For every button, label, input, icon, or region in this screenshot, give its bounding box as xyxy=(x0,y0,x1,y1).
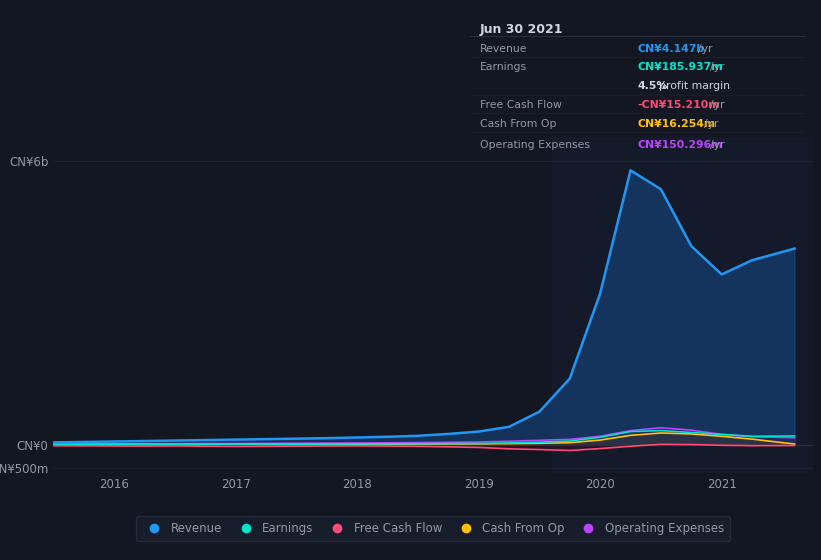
Text: /yr: /yr xyxy=(698,44,713,54)
Text: Earnings: Earnings xyxy=(479,62,527,72)
Text: /yr: /yr xyxy=(710,141,725,150)
Text: Free Cash Flow: Free Cash Flow xyxy=(479,100,562,110)
Text: 4.5%: 4.5% xyxy=(637,81,667,91)
Text: CN¥185.937m: CN¥185.937m xyxy=(637,62,722,72)
Legend: Revenue, Earnings, Free Cash Flow, Cash From Op, Operating Expenses: Revenue, Earnings, Free Cash Flow, Cash … xyxy=(136,516,730,541)
Text: CN¥4.147b: CN¥4.147b xyxy=(637,44,704,54)
Text: Operating Expenses: Operating Expenses xyxy=(479,141,589,150)
Text: profit margin: profit margin xyxy=(659,81,730,91)
Text: CN¥16.254m: CN¥16.254m xyxy=(637,119,715,129)
Text: Cash From Op: Cash From Op xyxy=(479,119,556,129)
Bar xyxy=(552,137,813,473)
Text: /yr: /yr xyxy=(704,119,718,129)
Text: Jun 30 2021: Jun 30 2021 xyxy=(479,24,563,36)
Text: -CN¥15.210m: -CN¥15.210m xyxy=(637,100,719,110)
Text: Revenue: Revenue xyxy=(479,44,527,54)
Text: /yr: /yr xyxy=(710,100,725,110)
Text: /yr: /yr xyxy=(710,62,725,72)
Text: CN¥150.296m: CN¥150.296m xyxy=(637,141,722,150)
